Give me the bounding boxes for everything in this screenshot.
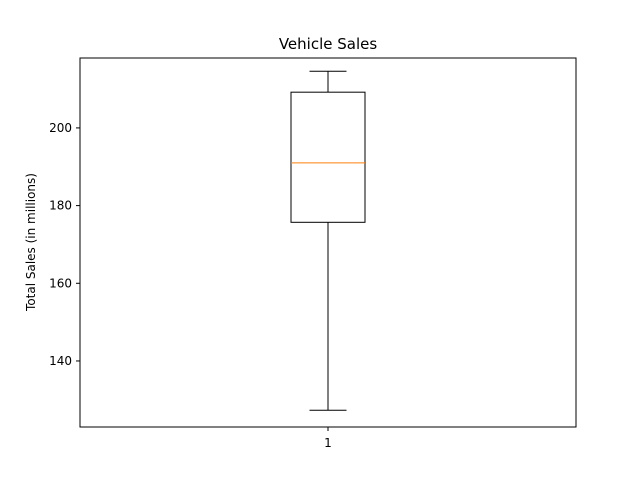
y-tick-label: 180: [49, 199, 72, 213]
box-series: [290, 70, 366, 411]
y-axis-label: Total Sales (in millions): [24, 173, 38, 312]
x-tick-label: 1: [324, 436, 332, 450]
y-tick-label: 140: [49, 354, 72, 368]
chart-title: Vehicle Sales: [279, 35, 378, 53]
interquartile-box: [290, 91, 366, 223]
y-tick-label: 200: [49, 121, 72, 135]
x-axis: 1: [324, 427, 332, 450]
y-tick-label: 160: [49, 276, 72, 290]
y-axis: 140 160 180 200: [49, 121, 80, 368]
